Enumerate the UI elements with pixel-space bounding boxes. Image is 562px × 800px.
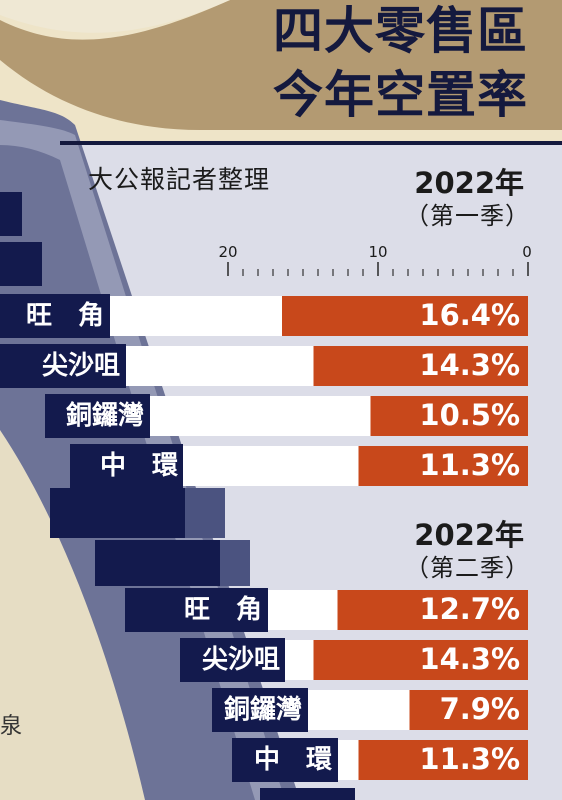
category-label-block xyxy=(45,394,150,438)
axis-ticks xyxy=(227,262,529,276)
title-line1: 四大零售區 xyxy=(273,2,528,60)
category-label: 銅鑼灣 xyxy=(223,695,302,725)
tick-label-20: 20 xyxy=(218,243,238,261)
bar-value xyxy=(358,740,528,780)
tick-label-0: 0 xyxy=(522,243,532,261)
bar-remainder xyxy=(268,590,338,630)
bar-remainder xyxy=(183,446,359,486)
header-rule xyxy=(60,141,562,145)
quarter-q2: （第二季） xyxy=(405,554,530,582)
year-q1: 2022年 xyxy=(414,166,524,200)
category-label: 銅鑼灣 xyxy=(65,401,144,431)
data-label: 11.3% xyxy=(419,742,520,776)
data-label: 7.9% xyxy=(439,692,520,726)
bar-value xyxy=(409,690,528,730)
category-label-block xyxy=(212,688,308,732)
bar-value xyxy=(370,396,528,436)
bar-value xyxy=(313,346,528,386)
quarter-q1: （第一季） xyxy=(405,202,530,230)
tick-label-10: 10 xyxy=(368,243,388,261)
bar-value xyxy=(282,296,528,336)
category-label-block xyxy=(232,738,338,782)
bar-remainder xyxy=(338,740,359,780)
bar-remainder xyxy=(150,396,371,436)
source-note: 大公報記者整理 xyxy=(88,165,271,194)
bar-value xyxy=(313,640,528,680)
category-label-block xyxy=(125,588,268,632)
bars xyxy=(0,294,528,782)
category-label-block xyxy=(70,444,183,488)
data-label: 14.3% xyxy=(419,642,520,676)
category-label-block xyxy=(0,294,110,338)
cream-corner xyxy=(0,0,230,33)
category-label: 旺 角 xyxy=(183,595,262,625)
data-label: 16.4% xyxy=(419,298,520,332)
step-blocks-mid xyxy=(185,488,250,586)
year-q2: 2022年 xyxy=(414,518,524,552)
step-blocks xyxy=(0,192,355,800)
title-line2: 今年空置率 xyxy=(273,66,528,124)
edge-fragment: 泉 xyxy=(0,714,23,739)
bar-value xyxy=(337,590,528,630)
bar-value xyxy=(358,446,528,486)
category-label-block xyxy=(180,638,285,682)
category-label: 旺 角 xyxy=(25,301,104,331)
category-label: 尖沙咀 xyxy=(201,645,280,675)
gold-arc xyxy=(0,0,562,130)
data-label: 10.5% xyxy=(419,398,520,432)
category-label: 中 環 xyxy=(99,451,178,481)
category-label-block xyxy=(0,344,126,388)
category-label: 尖沙咀 xyxy=(41,351,120,381)
bar-remainder xyxy=(308,690,410,730)
bar-remainder xyxy=(285,640,314,680)
left-panel xyxy=(0,430,150,800)
bar-remainder xyxy=(110,296,282,336)
data-label: 14.3% xyxy=(419,348,520,382)
category-label: 中 環 xyxy=(253,745,332,775)
bar-remainder xyxy=(126,346,314,386)
data-label: 12.7% xyxy=(419,592,520,626)
data-label: 11.3% xyxy=(419,448,520,482)
